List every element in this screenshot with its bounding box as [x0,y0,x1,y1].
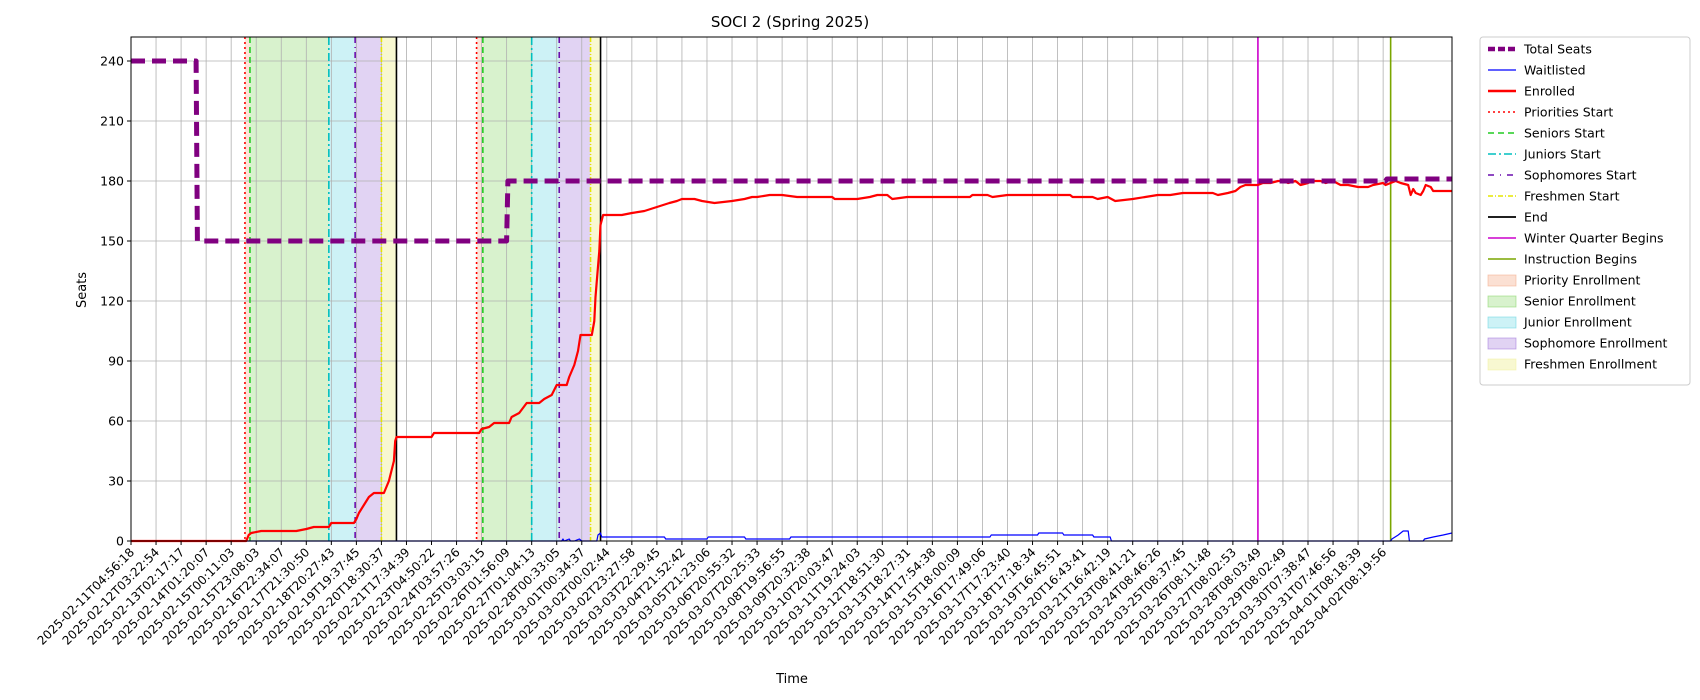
plot-area: 03060901201501802102402025-02-11T04:56:1… [35,36,1453,648]
y-tick-label: 120 [100,294,124,309]
shaded-region-sophomore-enrollment [559,37,591,541]
y-tick-label: 210 [100,114,124,129]
legend-label: Juniors Start [1523,147,1601,162]
y-axis-label: Seats [75,272,90,308]
legend-swatch [1487,274,1517,287]
shaded-region-junior-enrollment [328,37,356,541]
legend-label: Freshmen Start [1524,189,1620,204]
y-tick-label: 150 [100,234,124,249]
legend-label: Winter Quarter Begins [1524,231,1664,246]
shaded-region-senior-enrollment [482,37,532,541]
legend-box [1479,36,1691,386]
y-tick-label: 90 [108,354,124,369]
legend-label: Enrolled [1524,84,1575,99]
legend-label: End [1524,210,1548,225]
y-tick-label: 180 [100,174,124,189]
shaded-region-priority-enrollment [244,37,250,541]
legend-label: Waitlisted [1524,63,1586,78]
shaded-region-freshmen-enrollment [381,37,397,541]
legend-label: Instruction Begins [1524,252,1637,267]
shaded-region-priority-enrollment [476,37,483,541]
legend-label: Freshmen Enrollment [1524,357,1657,372]
chart-title: SOCI 2 (Spring 2025) [711,13,869,31]
series-line-total-seats [131,58,1452,244]
series-line-waitlisted [131,530,1453,542]
legend-label: Sophomore Enrollment [1524,336,1668,351]
legend: Total Seats Waitlisted Enrolled Priorities … [1479,36,1691,386]
shaded-region-junior-enrollment [531,37,560,541]
y-tick-label: 30 [108,474,124,489]
legend-swatch [1487,316,1517,329]
legend-label: Priority Enrollment [1524,273,1641,288]
legend-label: Priorities Start [1524,105,1613,120]
legend-swatch [1487,295,1517,308]
legend-swatch [1487,358,1517,371]
y-tick-label: 240 [100,54,124,69]
legend-label: Seniors Start [1524,126,1605,141]
shaded-region-sophomore-enrollment [355,37,382,541]
y-tick-label: 0 [116,534,124,549]
legend-label: Junior Enrollment [1523,315,1632,330]
x-axis-label: Time [775,672,808,687]
plot-frame [130,36,1453,542]
y-tick-label: 60 [108,414,124,429]
legend-label: Senior Enrollment [1524,294,1636,309]
shaded-region-senior-enrollment [249,37,329,541]
legend-label: Sophomores Start [1524,168,1637,183]
legend-label: Total Seats [1523,42,1592,57]
legend-swatch [1487,337,1517,350]
